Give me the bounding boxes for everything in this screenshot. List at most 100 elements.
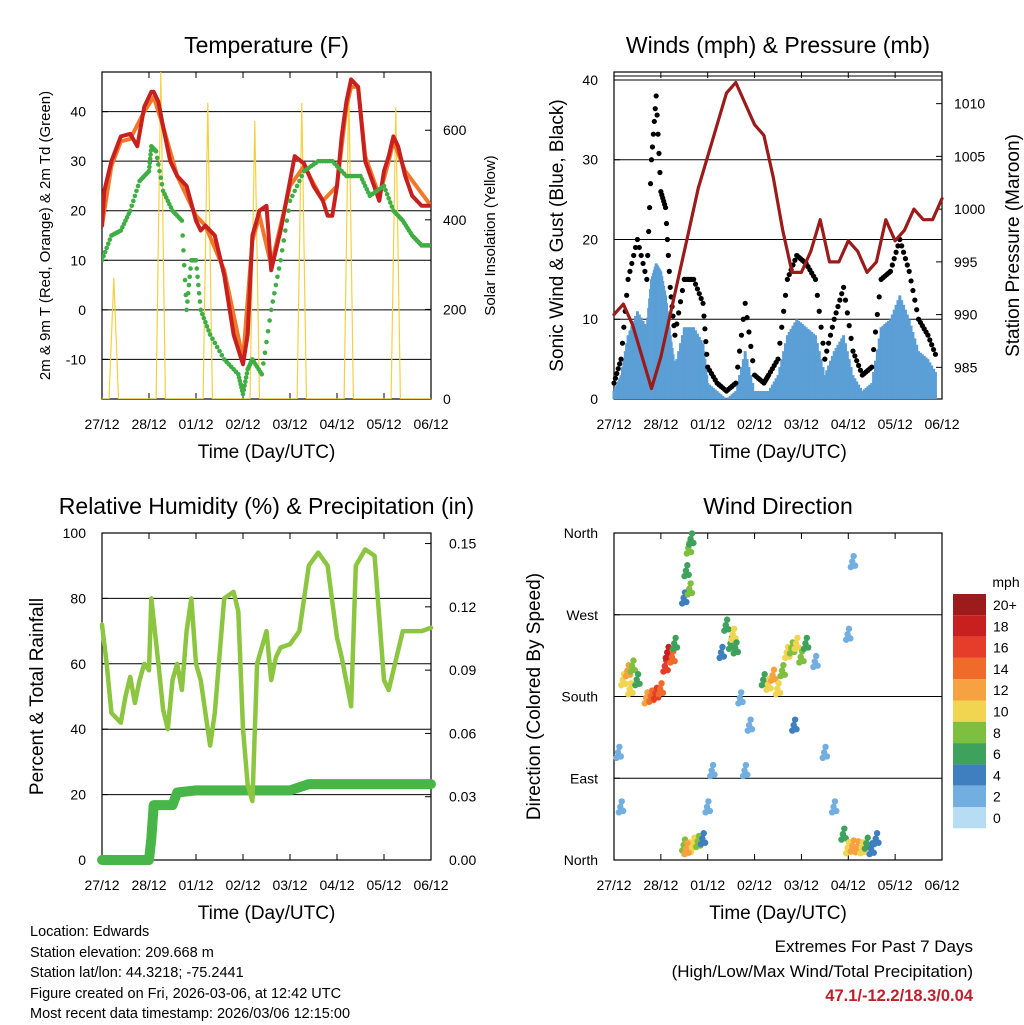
humidity-y-tick-label: 100 [63, 525, 87, 541]
dewpoint-point [386, 196, 392, 201]
direction-point [629, 689, 636, 697]
dewpoint-point [265, 328, 271, 334]
gust-point [642, 268, 648, 274]
humidity-y-tick-label: 0 [78, 852, 86, 868]
gust-point [632, 244, 639, 251]
gust-point [839, 291, 845, 297]
gust-point [640, 260, 646, 267]
direction-point [619, 807, 627, 815]
figure-created: Figure created on Fri, 2026-03-06, at 12… [30, 985, 342, 1002]
winds-x-tick-label: 02/12 [737, 416, 772, 432]
direction-point [805, 644, 812, 651]
dewpoint-point [158, 175, 164, 180]
dewpoint-point [243, 379, 248, 384]
dewpoint-point [281, 238, 287, 243]
gust-point [779, 324, 785, 330]
speed-legend-label: 8 [993, 725, 1001, 741]
speed-legend-label: 6 [993, 746, 1001, 762]
dewpoint-point [286, 208, 291, 214]
direction-point [744, 771, 751, 778]
dewpoint-point [185, 299, 190, 304]
gust-point [615, 366, 621, 372]
dewpoint-point [261, 361, 266, 366]
gust-point [777, 340, 783, 346]
gust-point [614, 370, 620, 377]
humidity-x-axis-label: Time (Day/UTC) [198, 903, 336, 924]
gust-point [814, 292, 820, 298]
winds-x-tick-label: 04/12 [831, 416, 866, 432]
winds-x-tick-label: 28/12 [643, 416, 678, 432]
dewpoint-point [196, 291, 202, 296]
gust-point [619, 340, 626, 346]
gust-point [902, 256, 909, 262]
gust-point [848, 335, 854, 341]
gust-point [748, 343, 754, 349]
dewpoint-point [276, 266, 282, 271]
humidity-y-tick-label: 20 [70, 787, 86, 803]
extremes-values: 47.1/-12.2/18.3/0.04 [825, 987, 973, 1005]
dewpoint-point [198, 307, 203, 313]
temperature-x-axis-label: Time (Day/UTC) [198, 442, 336, 463]
winds-y2-tick-label: 1000 [954, 201, 985, 217]
winds-y-tick-label: 30 [582, 152, 598, 168]
gust-point [654, 112, 660, 118]
winds-y2-tick-label: 985 [954, 359, 978, 375]
gust-point [651, 118, 657, 125]
direction-point [831, 798, 839, 805]
dewpoint-point [196, 282, 201, 288]
gust-point [841, 284, 847, 290]
dewpoint-point [146, 168, 152, 174]
gust-point [649, 144, 656, 150]
gust-point [846, 323, 852, 329]
direction-x-tick-label: 27/12 [596, 877, 631, 893]
gust-point [820, 340, 826, 346]
dewpoint-point [104, 245, 109, 251]
gust-point [784, 276, 790, 282]
dewpoint-point [201, 315, 207, 321]
direction-point [664, 666, 671, 674]
gust-point [664, 236, 671, 243]
humidity-y2-tick-label: 0.00 [449, 852, 476, 868]
direction-point [683, 598, 690, 606]
winds-y-tick-label: 20 [582, 231, 598, 247]
temperature-y-tick-label: 0 [78, 302, 86, 318]
gust-point [906, 268, 912, 274]
gust-point [676, 310, 682, 316]
direction-point [767, 685, 774, 692]
gust-point [701, 313, 707, 319]
direction-point [688, 530, 696, 537]
gust-point [691, 276, 697, 282]
gust-point [837, 297, 843, 303]
dewpoint-point [272, 291, 277, 296]
gust-point [850, 348, 856, 354]
direction-point [739, 698, 746, 706]
temperature-y2-tick-label: 600 [443, 122, 467, 138]
gust-point [700, 300, 706, 306]
gust-point [738, 332, 745, 338]
speed-legend-swatch [953, 657, 986, 680]
gust-point [679, 287, 686, 294]
dewpoint-point [147, 164, 152, 170]
gust-point [648, 157, 655, 163]
dewpoint-point [297, 178, 302, 184]
direction-x-axis-label: Time (Day/UTC) [709, 903, 847, 924]
dewpoint-point [427, 243, 431, 248]
dewpoint-point [241, 387, 247, 393]
gust-point [638, 252, 644, 259]
humidity-title: Relative Humidity (%) & Precipitation (i… [59, 493, 474, 519]
direction-point [730, 625, 738, 633]
direction-point [850, 552, 857, 560]
direction-point [709, 761, 717, 769]
gust-point [827, 332, 834, 338]
extremes-title: Extremes For Past 7 Days [774, 937, 973, 956]
direction-point [841, 825, 848, 832]
gust-point [696, 291, 702, 297]
direction-point [672, 634, 679, 642]
humidity-x-tick-label: 05/12 [366, 877, 401, 893]
speed-legend-swatch [953, 764, 986, 786]
dewpoint-point [181, 262, 187, 268]
station-location: Location: Edwards [30, 924, 150, 940]
dewpoint-point [259, 371, 265, 377]
direction-point [671, 657, 678, 665]
gust-point [842, 297, 849, 303]
